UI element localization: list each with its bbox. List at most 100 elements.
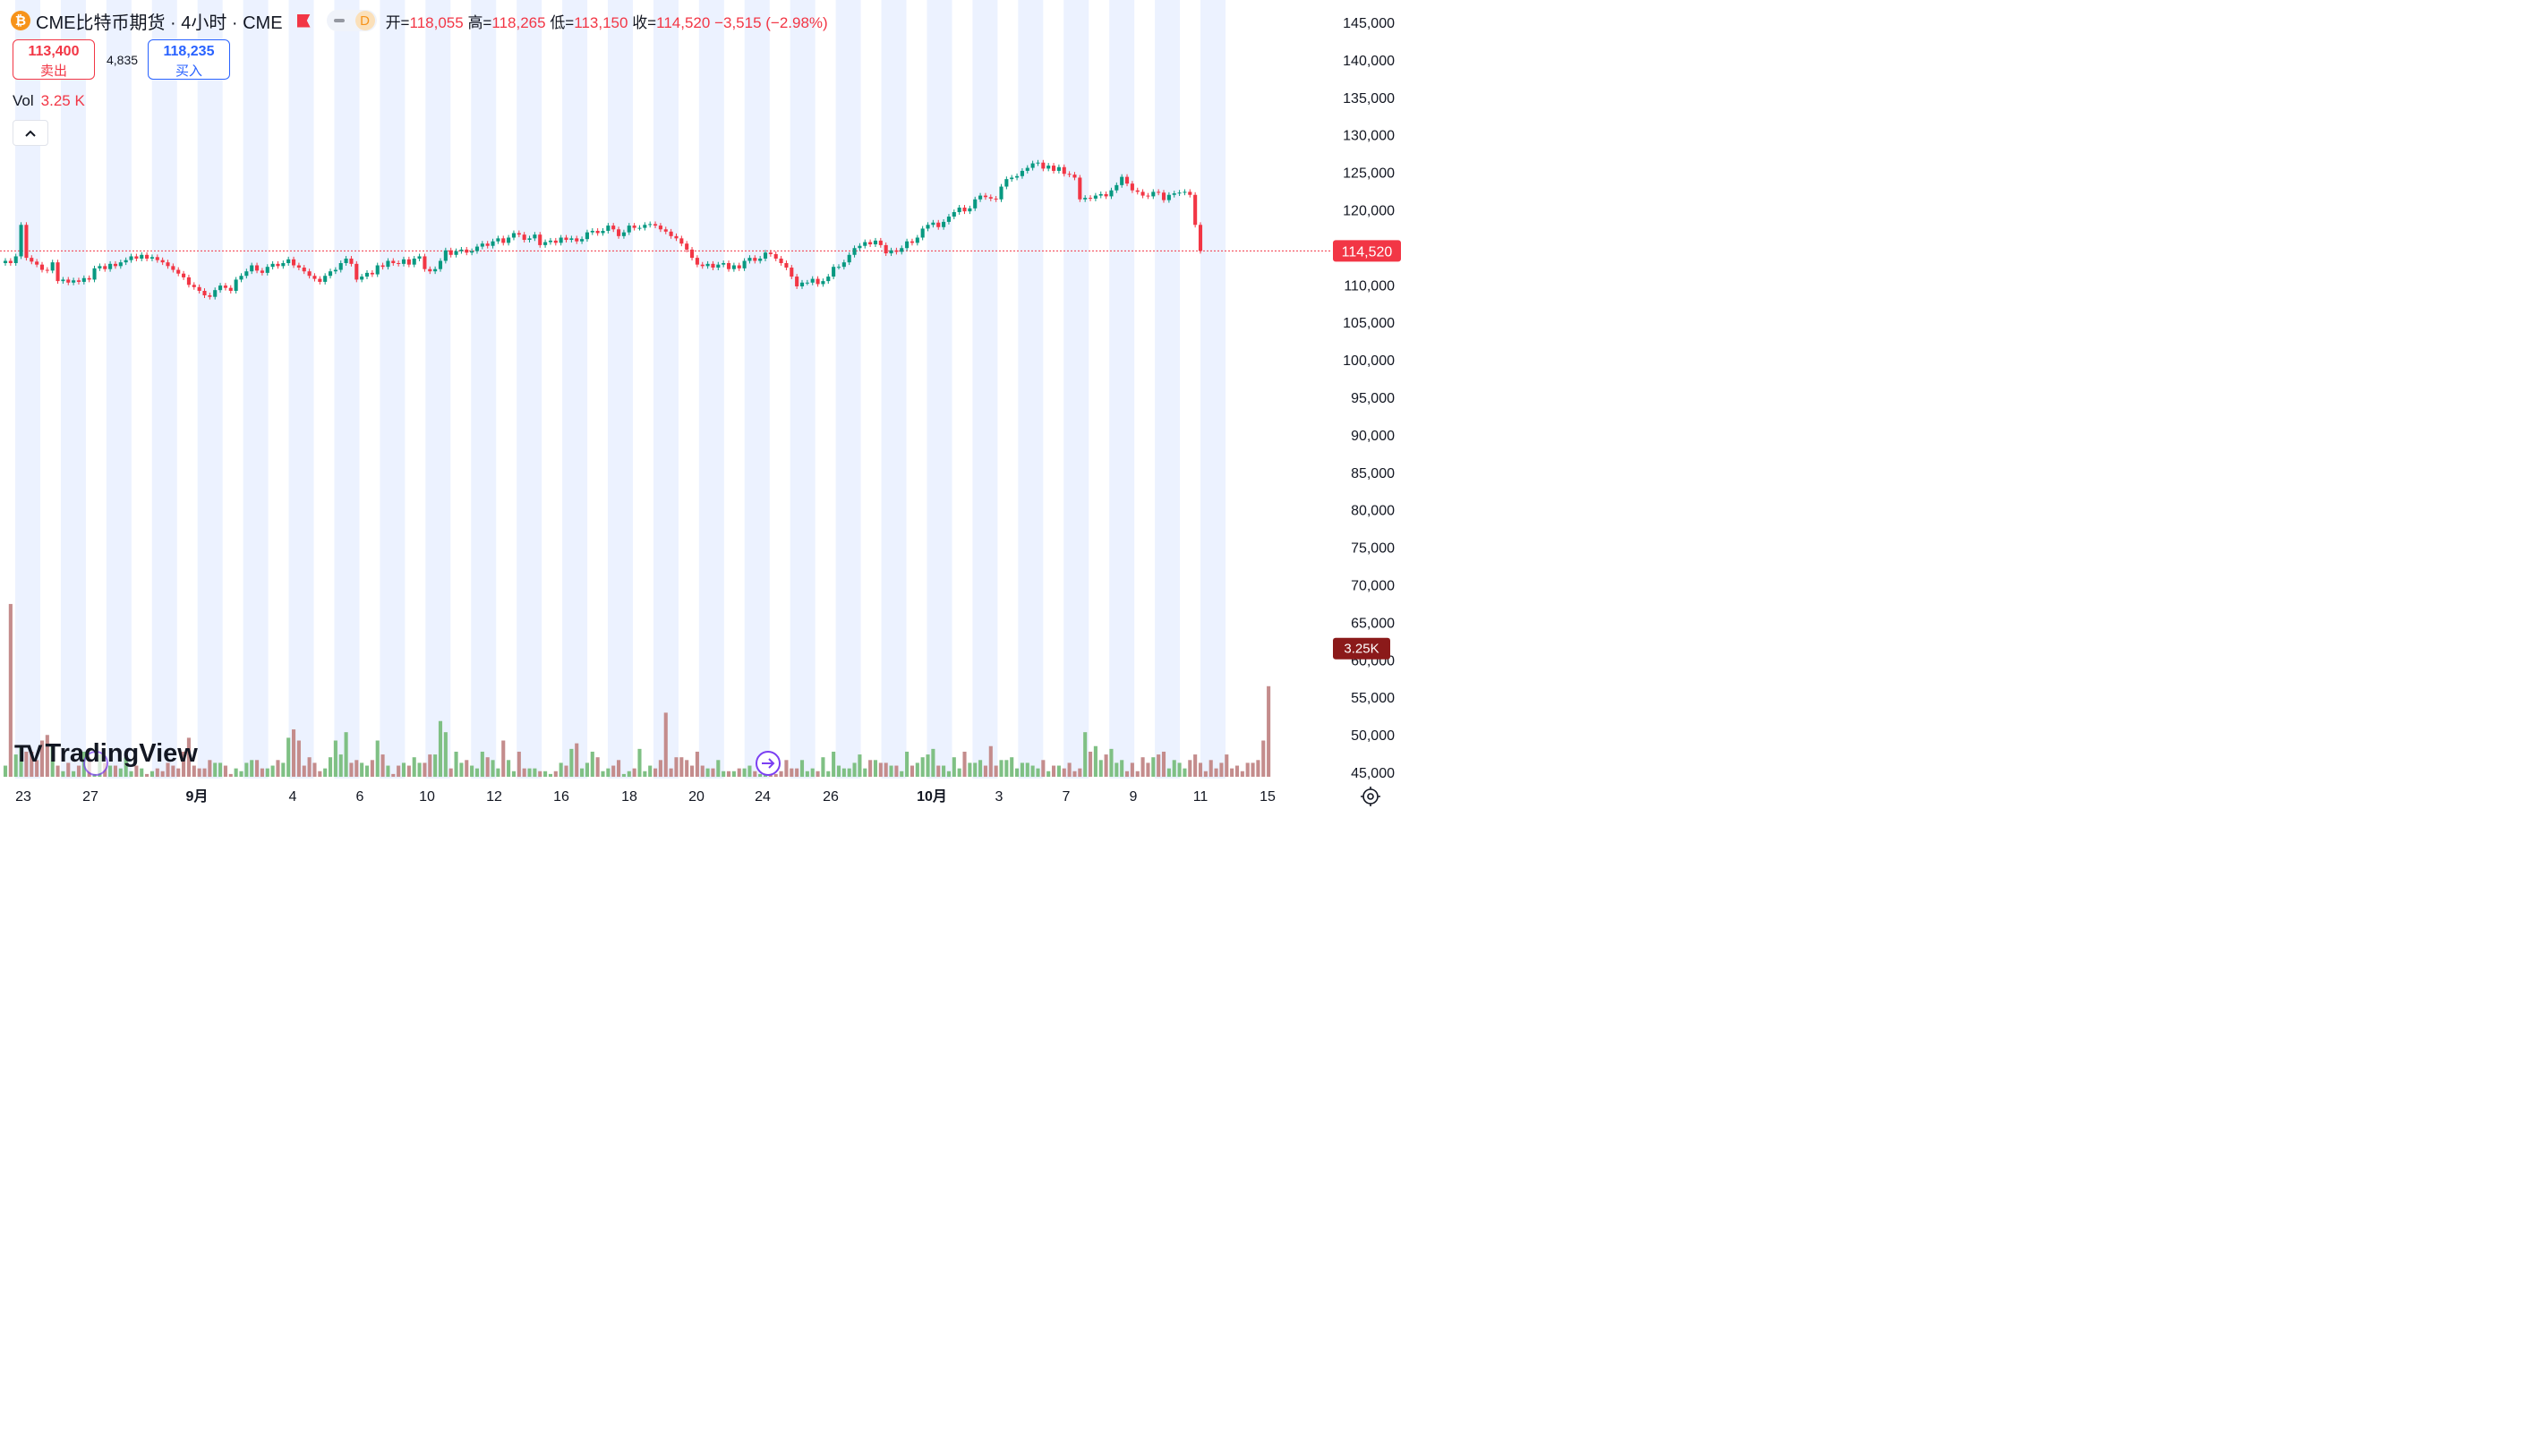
session-band: [334, 0, 360, 779]
volume-bar: [836, 765, 841, 777]
volume-bar: [1020, 762, 1024, 777]
volume-bar: [1225, 754, 1229, 777]
volume-bar: [1067, 762, 1072, 777]
price-chart[interactable]: 145,000 140,000 135,000 130,000 125,000 120,0…: [0, 0, 1404, 808]
interval-toggle[interactable]: D: [326, 10, 377, 31]
candle-body: [166, 262, 170, 267]
candle-body: [474, 246, 480, 251]
price-axis[interactable]: 145,000 140,000 135,000 130,000 125,000 120,0…: [1343, 16, 1395, 781]
candle-body: [1067, 174, 1072, 175]
settings-gear-icon[interactable]: [1361, 787, 1380, 806]
volume-bar: [617, 760, 621, 777]
price-tick-label: 145,000: [1343, 16, 1395, 31]
volume-bar: [66, 762, 71, 777]
volume-bar: [679, 757, 684, 777]
last-price-label: 114,520: [1333, 240, 1401, 262]
volume-bar: [1093, 745, 1097, 777]
collapse-legend-button[interactable]: [13, 120, 48, 146]
volume-bar: [695, 751, 699, 777]
volume-bar: [1198, 762, 1203, 777]
volume-bar: [134, 765, 139, 777]
sell-button[interactable]: 113,400 卖出: [13, 39, 95, 80]
volume-bar: [1151, 757, 1156, 777]
candle-body: [1072, 175, 1077, 178]
candle-body: [962, 207, 967, 212]
volume-bar: [878, 762, 883, 777]
volume-bar: [1046, 771, 1051, 777]
candle-body: [45, 269, 49, 271]
volume-bar: [758, 773, 763, 777]
candle-body: [307, 271, 312, 277]
volume-bar: [606, 768, 611, 777]
candle-body: [1135, 190, 1140, 192]
volume-bar: [50, 745, 55, 777]
high-value: 118,265: [491, 13, 546, 31]
scroll-back-button[interactable]: [83, 751, 108, 776]
open-label: 开=: [385, 13, 410, 31]
candle-body: [1088, 198, 1093, 200]
tradingview-logo[interactable]: TV TradingView: [14, 739, 198, 769]
volume-bar: [685, 760, 689, 777]
close-value: 114,520: [656, 13, 711, 31]
volume-bar: [543, 771, 548, 777]
candle-body: [590, 230, 594, 233]
candle-body: [260, 270, 264, 273]
candle-body: [527, 238, 532, 241]
candle-body: [942, 221, 946, 227]
candle-body: [1020, 170, 1024, 176]
volume-bar: [511, 771, 517, 777]
candle-body: [674, 235, 679, 239]
buy-button[interactable]: 118,235 买入: [148, 39, 230, 80]
volume-bar: [978, 760, 983, 777]
candle-body: [1004, 179, 1009, 187]
volume-bar: [962, 751, 967, 777]
last-volume-value: 3.25K: [1344, 642, 1379, 657]
candle-body: [176, 269, 181, 274]
volume-bar: [553, 771, 558, 777]
volume-label: Vol: [13, 92, 34, 109]
time-axis[interactable]: 23 27 9月 4 6 10 12 16 18 20 24 26 10月 3 7 9 11 15: [15, 788, 1276, 805]
volume-bar: [140, 768, 144, 777]
candle-body: [952, 212, 956, 217]
chevron-up-icon: [25, 130, 36, 137]
candle-body: [617, 229, 621, 236]
candle-body: [810, 278, 815, 283]
candle-body: [66, 279, 71, 283]
volume-bar: [1062, 768, 1066, 777]
volume-bar: [438, 720, 443, 777]
candle-body: [915, 237, 919, 243]
candle-body: [118, 262, 123, 267]
volume-bar: [182, 751, 186, 777]
candle-body: [711, 263, 715, 268]
candle-body: [679, 238, 684, 244]
volume-bar: [1208, 760, 1213, 777]
volume-legend[interactable]: Vol 3.25 K: [13, 92, 85, 110]
volume-bar: [999, 760, 1004, 777]
volume-bar: [35, 760, 39, 777]
price-tick-label: 125,000: [1343, 166, 1395, 182]
volume-bar: [973, 762, 978, 777]
volume-bar: [705, 768, 710, 777]
candle-body: [412, 258, 416, 265]
candle-body: [553, 240, 558, 243]
symbol-title[interactable]: CME比特币期货 · 4小时 · CME: [36, 13, 283, 33]
volume-bar: [30, 751, 34, 777]
candle-body: [496, 238, 500, 242]
candle-body: [433, 268, 438, 272]
volume-bar: [1078, 768, 1082, 777]
go-to-realtime-button[interactable]: [756, 751, 781, 776]
candle-body: [485, 243, 490, 246]
volume-bar: [621, 773, 626, 777]
candle-body: [360, 277, 364, 280]
volume-bar: [564, 765, 568, 777]
candle-body: [129, 256, 133, 260]
volume-bar: [118, 768, 123, 777]
volume-bar: [931, 748, 935, 777]
volume-bar: [527, 768, 532, 777]
volume-bar: [318, 771, 322, 777]
candle-body: [988, 197, 993, 199]
candle-body: [632, 226, 636, 228]
flag-icon[interactable]: [296, 13, 311, 28]
volume-bar: [218, 762, 223, 777]
candle-body: [397, 262, 401, 264]
